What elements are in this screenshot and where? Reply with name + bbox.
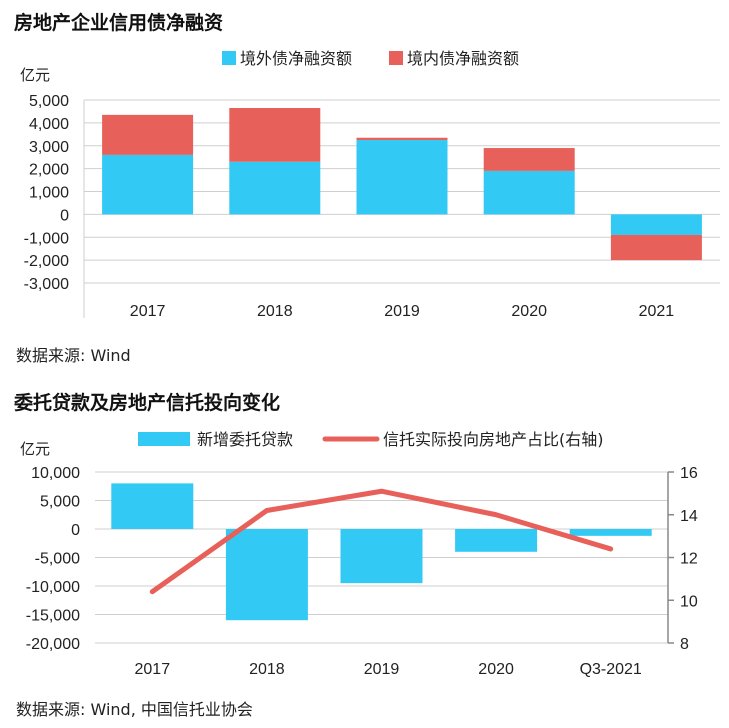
y2-tick-label: 14 (680, 508, 698, 525)
bar-overseas-2021 (610, 214, 702, 235)
y-tick-label: -5,000 (35, 551, 80, 568)
trust-share-point-2018 (264, 508, 269, 513)
legend-label-overseas: 境外债净融资额 (240, 49, 352, 68)
chart2-trust-line (149, 488, 614, 595)
y2-tick-label: 10 (680, 593, 698, 610)
x-tick-label: 2019 (364, 661, 400, 678)
legend-swatch-overseas (222, 51, 236, 65)
y-tick-label: -3,000 (24, 276, 69, 293)
chart2-title: 委托贷款及房地产信托投向变化 (14, 392, 281, 414)
chart1-y-ticks: 5,000 4,000 3,000 2,000 1,000 0 -1,000 -2,000 -3… (24, 93, 69, 293)
chart1-bars (102, 108, 702, 261)
chart1-legend: 境外债净融资额 境内债净融资额 (222, 49, 519, 68)
bar-overseas-2017 (102, 154, 194, 215)
y-tick-label: 3,000 (29, 139, 69, 156)
y-tick-label: 4,000 (29, 116, 69, 133)
y-tick-label: 1,000 (29, 185, 69, 202)
bar-domestic-2021 (610, 234, 702, 261)
chart1-source: 数据来源: Wind (16, 346, 131, 365)
y2-tick-label: 16 (680, 465, 698, 482)
y-tick-label: 5,000 (40, 494, 80, 511)
bar-domestic-2017 (102, 114, 194, 155)
bar-overseas-2018 (229, 161, 321, 215)
y-tick-label: 0 (71, 522, 80, 539)
bar-loans-2019 (340, 529, 423, 584)
chart2-y-unit: 亿元 (20, 440, 50, 458)
y-tick-label: 0 (60, 207, 69, 224)
bar-loans-2017 (111, 483, 194, 529)
chart2-legend: 新增委托贷款 信托实际投向房地产占比(右轴) (138, 430, 604, 449)
bar-loans-2020 (455, 529, 538, 552)
chart1-x-ticks: 2017 2018 2019 2020 2021 (130, 303, 674, 320)
bar-overseas-2019 (356, 140, 448, 215)
bar-domestic-2019 (356, 137, 448, 141)
x-tick-label: 2018 (249, 661, 285, 678)
chart1-title: 房地产企业信用债净融资 (14, 12, 224, 34)
y-tick-label: 10,000 (31, 465, 80, 482)
legend-swatch-domestic (389, 51, 403, 65)
chart1-svg: 境外债净融资额 境内债净融资额 亿元 5,000 4,000 3,000 2,000 1… (20, 49, 720, 320)
trust-share-point-Q3-2021 (608, 546, 613, 551)
y-tick-label: -15,000 (26, 608, 80, 625)
bar-domestic-2020 (483, 148, 575, 171)
bar-domestic-2018 (229, 108, 321, 162)
x-tick-label: Q3-2021 (580, 661, 642, 678)
x-tick-label: 2021 (639, 303, 675, 320)
chart1-y-unit: 亿元 (20, 66, 50, 84)
legend-label-loans: 新增委托贷款 (197, 430, 293, 449)
x-tick-label: 2019 (384, 303, 420, 320)
chart2-svg: 新增委托贷款 信托实际投向房地产占比(右轴) 亿元 10,000 5,000 0 -5… (20, 430, 698, 678)
y-tick-label: 2,000 (29, 162, 69, 179)
trust-share-point-2020 (494, 512, 499, 517)
y-tick-label: -20,000 (26, 636, 80, 653)
y-tick-label: -1,000 (24, 230, 69, 247)
chart2-bars (111, 483, 652, 621)
bar-loans-Q3-2021 (569, 529, 652, 536)
y-tick-label: -2,000 (24, 253, 69, 270)
x-tick-label: 2020 (511, 303, 547, 320)
legend-label-trust: 信托实际投向房地产占比(右轴) (383, 430, 604, 449)
y-tick-label: 5,000 (29, 93, 69, 110)
x-tick-label: 2017 (130, 303, 166, 320)
trust-share-point-2017 (150, 589, 155, 594)
legend-label-domestic: 境内债净融资额 (407, 49, 519, 68)
x-tick-label: 2018 (257, 303, 293, 320)
y2-tick-label: 8 (680, 636, 689, 653)
chart2-right-axis: 16 14 12 10 8 (667, 465, 698, 653)
bar-overseas-2020 (483, 170, 575, 215)
x-tick-label: 2017 (135, 661, 171, 678)
chart2-source: 数据来源: Wind, 中国信托业协会 (16, 700, 253, 719)
bar-loans-2018 (225, 529, 308, 621)
y2-tick-label: 12 (680, 551, 698, 568)
legend-swatch-loans (138, 432, 190, 446)
y-tick-label: -10,000 (26, 579, 80, 596)
trust-share-point-2019 (379, 489, 384, 494)
chart2-y-ticks: 10,000 5,000 0 -5,000 -10,000 -15,000 -20,000 (26, 465, 80, 653)
chart2-x-ticks: 2017 2018 2019 2020 Q3-2021 (135, 661, 642, 678)
x-tick-label: 2020 (478, 661, 514, 678)
